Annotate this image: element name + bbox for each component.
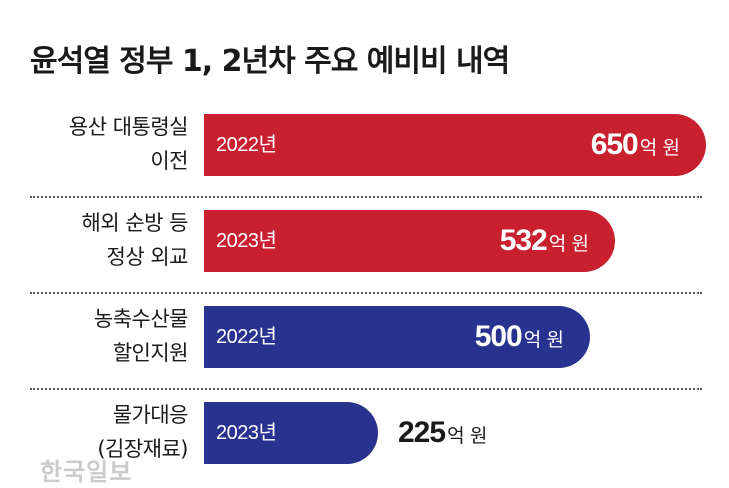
bar bbox=[204, 210, 615, 272]
value-unit: 억 원 bbox=[523, 330, 564, 351]
category-label: 물가대응 (김장재료) bbox=[0, 384, 188, 480]
year-label: 2022년 bbox=[216, 134, 277, 156]
watermark: 한국일보 bbox=[40, 458, 133, 486]
category-label-line: (김장재료) bbox=[97, 437, 188, 461]
value-label: 225 억 원 bbox=[398, 402, 487, 464]
value-unit: 억 원 bbox=[447, 426, 488, 447]
bar bbox=[204, 114, 706, 176]
category-label-line: 농축수산물 bbox=[93, 307, 189, 331]
bar bbox=[204, 306, 590, 368]
chart-title: 윤석열 정부 1, 2년차 주요 예비비 내역 bbox=[30, 44, 510, 79]
value-number: 500 bbox=[474, 320, 523, 353]
category-label-line: 해외 순방 등 bbox=[81, 211, 189, 235]
value-unit: 억 원 bbox=[548, 234, 589, 255]
value-label: 500 억 원 bbox=[475, 306, 564, 368]
value-number: 650 bbox=[590, 128, 639, 161]
year-label: 2023년 bbox=[216, 422, 277, 444]
row-divider bbox=[30, 196, 702, 198]
category-label-line: 할인지원 bbox=[112, 341, 189, 365]
value-label: 532 억 원 bbox=[500, 210, 589, 272]
year-label: 2022년 bbox=[216, 326, 277, 348]
row-divider bbox=[30, 292, 702, 294]
value-unit: 억 원 bbox=[639, 138, 680, 159]
value-label: 650 억 원 bbox=[591, 114, 680, 176]
category-label-line: 용산 대통령실 bbox=[68, 115, 189, 139]
category-label-line: 물가대응 bbox=[112, 403, 189, 427]
category-label-line: 정상 외교 bbox=[106, 245, 189, 269]
category-label-line: 이전 bbox=[150, 149, 188, 173]
value-number: 532 bbox=[499, 224, 548, 257]
year-label: 2023년 bbox=[216, 230, 277, 252]
row-divider bbox=[30, 388, 702, 390]
bar bbox=[204, 402, 378, 464]
value-number: 225 bbox=[398, 416, 446, 449]
bar-row: 물가대응 (김장재료) 2023년 225 억 원 bbox=[0, 384, 729, 480]
